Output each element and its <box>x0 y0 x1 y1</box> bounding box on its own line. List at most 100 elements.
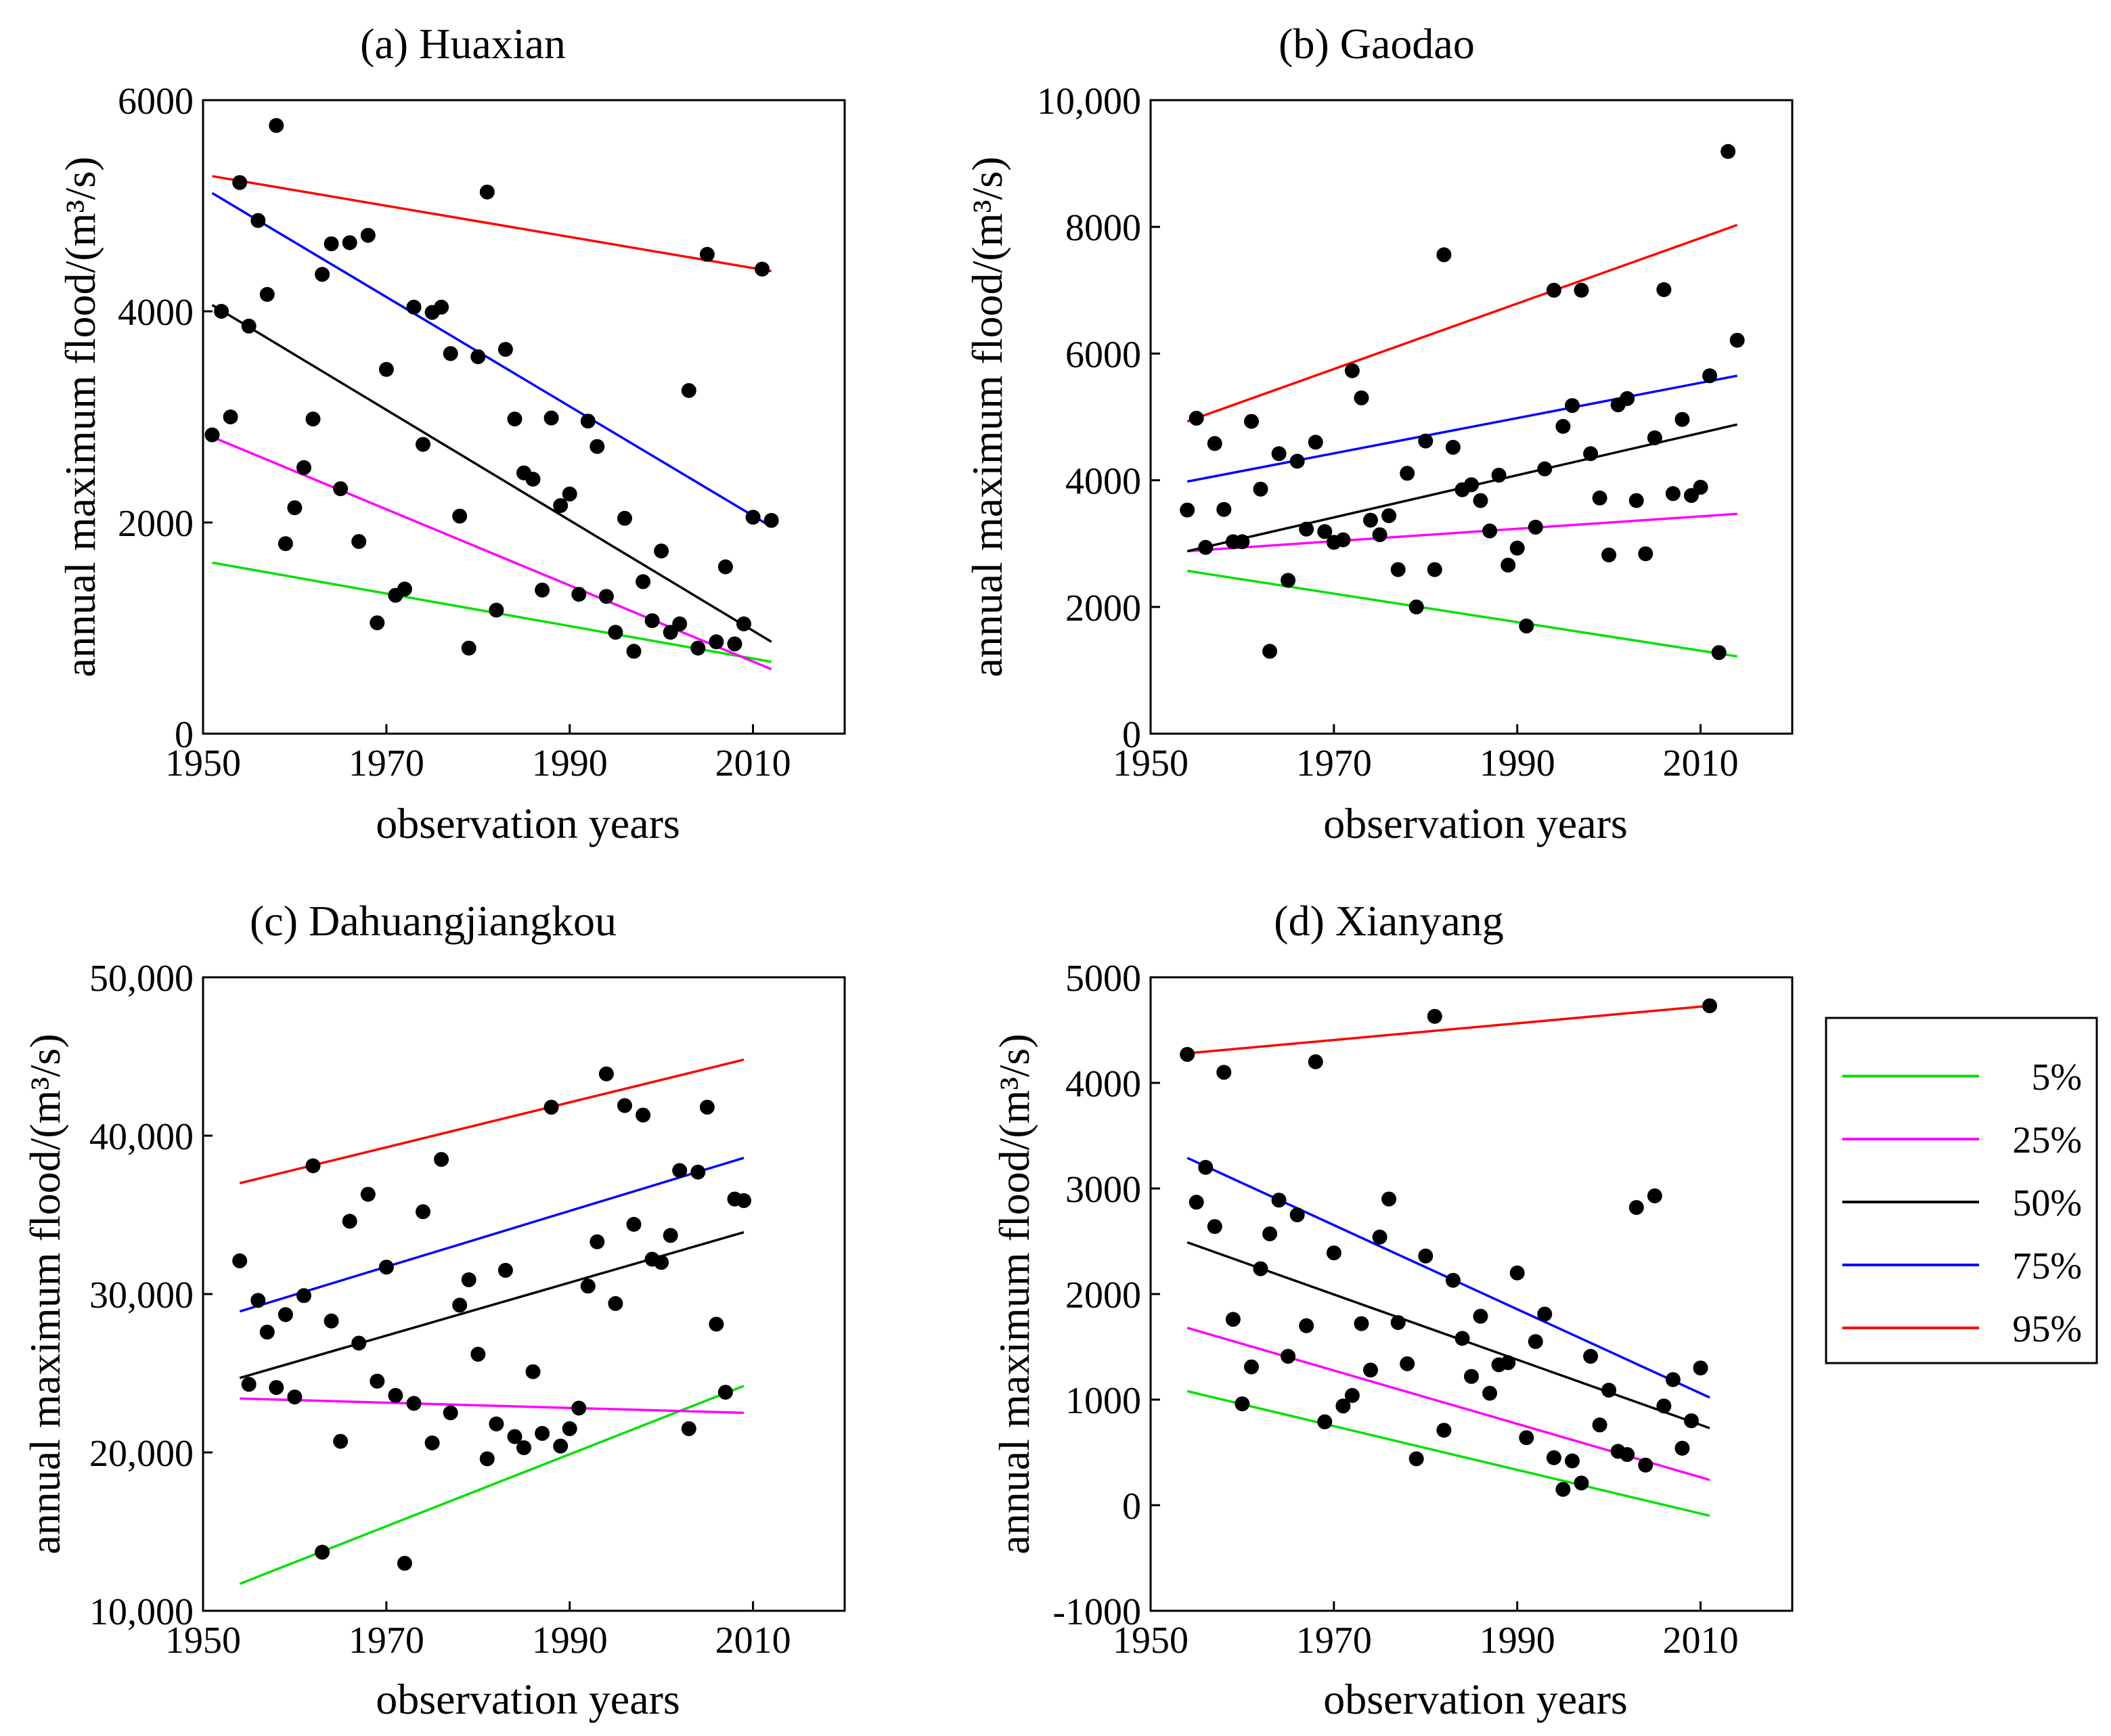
panel-d-point-40 <box>1546 1450 1561 1465</box>
panel-b-line-q95 <box>1186 223 1738 423</box>
panel-b-ylabel: annual maximum flood/(m³/s) <box>963 156 1011 677</box>
panel-c-point-13 <box>351 1335 367 1351</box>
panel-d-point-53 <box>1665 1372 1681 1387</box>
panel-c-point-16 <box>378 1260 394 1275</box>
panel-b-line-q5 <box>1186 569 1737 658</box>
panel-d-point-48 <box>1620 1447 1635 1463</box>
panel-c-ytick-label-3: 40,000 <box>89 1116 194 1158</box>
panel-d-ytick-label-5: 4000 <box>1065 1063 1141 1105</box>
panel-d-point-42 <box>1565 1453 1580 1469</box>
panel-d-point-57 <box>1702 998 1718 1014</box>
panel-b-point-58 <box>1711 645 1727 661</box>
panel-d-point-38 <box>1528 1334 1543 1350</box>
panel-a-point-6 <box>259 287 275 302</box>
panel-c-point-0 <box>232 1253 248 1268</box>
panel-a-point-51 <box>672 616 688 631</box>
panel-d-point-22 <box>1381 1191 1397 1207</box>
panel-d-xtick-label-0: 1950 <box>1113 1620 1188 1662</box>
panel-c-point-11 <box>333 1433 349 1449</box>
panel-a-point-23 <box>416 437 430 452</box>
panel-b-point-22 <box>1381 508 1397 523</box>
panel-b-point-18 <box>1344 363 1360 378</box>
panel-c-title: (c) Dahuangjiangkou <box>250 897 617 945</box>
panel-a-ticks: 1950 1970 1990 2010 0 2000 4000 6000 <box>118 81 791 784</box>
panel-a-point-14 <box>333 481 349 497</box>
panel-d-point-49 <box>1628 1200 1644 1216</box>
panel-d-point-17 <box>1335 1398 1351 1414</box>
panel-c-point-15 <box>370 1373 385 1389</box>
panel-a-point-31 <box>489 602 504 618</box>
panel-b-point-17 <box>1335 532 1351 548</box>
panel-b-point-4 <box>1216 502 1232 517</box>
panel-a-point-37 <box>543 410 559 426</box>
panel-b-frame <box>1149 99 1794 735</box>
panel-c-ytick-label-0: 10,000 <box>89 1591 194 1633</box>
panel-d-point-39 <box>1537 1306 1553 1322</box>
panel-d-line-q95 <box>1187 1004 1710 1055</box>
panel-c-point-35 <box>553 1438 569 1454</box>
panel-c-point-50 <box>690 1164 706 1180</box>
panel-a-point-29 <box>470 349 486 365</box>
panel-c-xtick-label-1: 1970 <box>349 1620 424 1662</box>
panel-b-xtick-label-0: 1950 <box>1113 742 1188 784</box>
panel-a-point-18 <box>370 615 385 631</box>
panel-d-point-27 <box>1427 1008 1442 1024</box>
panel-a-point-46 <box>626 644 642 659</box>
panel-a-point-25 <box>434 299 449 315</box>
legend: 5% 25% 50% 75% 95% <box>1825 1017 2098 1364</box>
panel-b-ticks: 1950 1970 1990 2010 0 2000 4000 6000 8000 10,000 <box>1037 81 1739 784</box>
panel-b-point-0 <box>1180 502 1195 518</box>
panel-a-point-10 <box>296 460 311 475</box>
panel-d-point-51 <box>1647 1188 1662 1203</box>
panel-a-huaxian: (a) Huaxian observation years annual max… <box>56 20 846 847</box>
panel-c-point-47 <box>663 1228 678 1243</box>
panel-b-point-23 <box>1390 562 1406 577</box>
panel-a-point-33 <box>507 411 523 427</box>
panel-b-point-14 <box>1308 435 1323 450</box>
panel-a-frame <box>202 99 846 735</box>
panel-b-point-49 <box>1628 493 1644 508</box>
panel-b-point-6 <box>1235 534 1250 550</box>
panel-d-point-36 <box>1509 1265 1525 1281</box>
panel-a-point-7 <box>269 118 284 133</box>
panel-c-point-25 <box>461 1272 476 1287</box>
panel-a-quantile-lines <box>211 175 772 671</box>
panel-a-point-9 <box>287 500 303 516</box>
panel-a-point-30 <box>479 184 495 200</box>
panel-d-xianyang: (d) Xianyang observation years annual ma… <box>990 897 1794 1723</box>
panel-b-point-33 <box>1482 523 1498 539</box>
panel-a-point-42 <box>590 439 605 454</box>
panel-d-point-55 <box>1684 1413 1699 1429</box>
panel-a-point-13 <box>324 236 339 252</box>
panel-b-point-12 <box>1289 453 1305 469</box>
panel-c-ticks: 1950 1970 1990 2010 10,000 20,000 30,000 40,000… <box>89 958 791 1662</box>
panel-b-point-8 <box>1253 481 1268 497</box>
panel-a-point-0 <box>204 427 220 443</box>
panel-c-ytick-label-4: 50,000 <box>89 958 194 1000</box>
panel-c-point-20 <box>416 1204 430 1220</box>
panel-d-point-23 <box>1390 1315 1406 1331</box>
panel-c-point-1 <box>241 1377 257 1392</box>
panel-c-frame <box>202 976 846 1612</box>
panel-b-point-28 <box>1436 247 1452 263</box>
panel-a-point-36 <box>535 582 550 598</box>
panel-b-xtick-label-3: 2010 <box>1663 742 1739 784</box>
panel-a-point-27 <box>452 508 468 524</box>
panel-a-point-41 <box>580 414 596 429</box>
panel-c-point-37 <box>571 1400 587 1416</box>
panel-a-ytick-label-2: 4000 <box>118 292 194 334</box>
panel-a-xtick-label-0: 1950 <box>165 742 241 784</box>
panel-d-frame <box>1149 976 1794 1612</box>
panel-a-point-49 <box>654 543 669 559</box>
panel-b-point-15 <box>1317 524 1333 539</box>
panel-c-ylabel: annual maximum flood/(m³/s) <box>21 1033 69 1554</box>
panel-b-point-38 <box>1528 519 1543 535</box>
panel-d-point-5 <box>1225 1312 1241 1327</box>
panel-b-point-31 <box>1464 477 1479 493</box>
panel-b-point-60 <box>1729 332 1745 348</box>
panel-b-point-41 <box>1555 419 1571 434</box>
panel-d-ytick-label-2: 1000 <box>1065 1380 1141 1422</box>
panel-b-point-21 <box>1372 527 1387 543</box>
panel-d-point-15 <box>1317 1414 1333 1429</box>
